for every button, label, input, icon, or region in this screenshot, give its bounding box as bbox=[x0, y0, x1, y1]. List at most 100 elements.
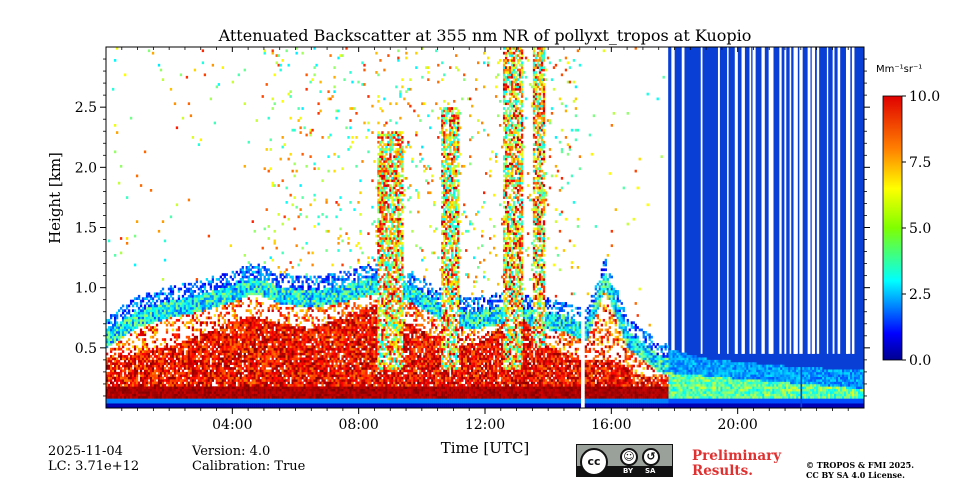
heatmap-cell bbox=[189, 367, 193, 370]
heatmap-cell bbox=[311, 400, 314, 404]
heatmap-cell bbox=[109, 326, 113, 329]
heatmap-cell bbox=[257, 335, 260, 339]
heatmap-cell bbox=[139, 400, 143, 404]
heatmap-cell bbox=[275, 282, 278, 286]
heatmap-cell bbox=[239, 282, 242, 286]
heatmap-cell bbox=[273, 184, 276, 187]
heatmap-cell bbox=[287, 374, 290, 378]
heatmap-cell bbox=[293, 386, 296, 390]
heatmap-cell bbox=[115, 379, 119, 382]
heatmap-cell bbox=[149, 350, 153, 353]
heatmap-cell bbox=[233, 345, 236, 349]
heatmap-cell bbox=[109, 388, 113, 392]
heatmap-cell bbox=[187, 367, 191, 370]
heatmap-cell bbox=[237, 359, 240, 363]
heatmap-cell bbox=[309, 347, 312, 351]
heatmap-cell bbox=[301, 333, 304, 337]
heatmap-cell bbox=[155, 309, 159, 313]
heatmap-cell bbox=[213, 374, 217, 378]
heatmap-cell bbox=[163, 398, 167, 402]
heatmap-cell bbox=[249, 352, 252, 356]
heatmap-cell bbox=[193, 371, 197, 375]
heatmap-cell bbox=[187, 294, 191, 298]
heatmap-cell bbox=[289, 362, 292, 365]
heatmap-cell bbox=[301, 359, 304, 363]
heatmap-cell bbox=[195, 374, 199, 378]
heatmap-cell bbox=[253, 371, 256, 375]
heatmap-cell bbox=[151, 393, 155, 397]
heatmap-cell bbox=[251, 369, 254, 373]
heatmap-cell bbox=[279, 273, 282, 276]
heatmap-cell bbox=[249, 393, 252, 397]
heatmap-cell bbox=[106, 403, 109, 406]
heatmap-cell bbox=[269, 369, 272, 373]
heatmap-cell bbox=[289, 371, 292, 375]
heatmap-cell bbox=[125, 405, 129, 408]
heatmap-cell bbox=[245, 330, 248, 334]
heatmap-cell bbox=[287, 347, 290, 351]
heatmap-cell bbox=[189, 302, 193, 305]
heatmap-cell bbox=[317, 405, 320, 408]
heatmap-cell bbox=[303, 376, 306, 380]
heatmap-cell bbox=[169, 403, 173, 406]
heatmap-cell bbox=[315, 362, 318, 365]
heatmap-cell bbox=[317, 215, 320, 219]
heatmap-cell bbox=[261, 391, 264, 394]
heatmap-cell bbox=[171, 350, 175, 353]
heatmap-cell bbox=[313, 388, 316, 392]
heatmap-cell bbox=[201, 299, 205, 303]
heatmap-cell bbox=[257, 381, 260, 385]
heatmap-cell bbox=[257, 364, 260, 368]
heatmap-cell bbox=[269, 326, 272, 329]
heatmap-cell bbox=[106, 359, 109, 363]
heatmap-cell bbox=[329, 54, 332, 57]
heatmap-cell bbox=[197, 400, 201, 404]
heatmap-cell bbox=[309, 381, 312, 385]
heatmap-cell bbox=[267, 376, 270, 380]
heatmap-cell bbox=[289, 152, 292, 156]
heatmap-cell bbox=[273, 304, 276, 308]
heatmap-cell bbox=[137, 403, 141, 406]
heatmap-cell bbox=[115, 131, 119, 134]
heatmap-cell bbox=[177, 369, 181, 373]
heatmap-cell bbox=[111, 405, 115, 408]
noise-gap bbox=[845, 47, 849, 354]
heatmap-cell bbox=[243, 355, 246, 358]
heatmap-cell bbox=[281, 292, 284, 296]
heatmap-cell bbox=[277, 338, 280, 341]
heatmap-cell bbox=[271, 350, 274, 353]
heatmap-cell bbox=[271, 285, 274, 288]
heatmap-cell bbox=[211, 352, 215, 356]
heatmap-cell bbox=[281, 287, 284, 291]
heatmap-cell bbox=[141, 355, 145, 358]
heatmap-cell bbox=[123, 73, 127, 77]
heatmap-cell bbox=[169, 391, 173, 394]
heatmap-cell bbox=[329, 321, 332, 325]
heatmap-cell bbox=[135, 311, 139, 315]
heatmap-cell bbox=[325, 345, 328, 349]
heatmap-cell bbox=[231, 80, 234, 84]
heatmap-cell bbox=[173, 335, 177, 339]
heatmap-cell bbox=[203, 345, 207, 349]
heatmap-cell bbox=[277, 386, 280, 390]
heatmap-cell bbox=[207, 316, 211, 320]
heatmap-cell bbox=[271, 343, 274, 346]
heatmap-cell bbox=[237, 403, 240, 406]
heatmap-cell bbox=[175, 314, 179, 317]
heatmap-cell bbox=[255, 119, 258, 122]
heatmap-cell bbox=[277, 282, 280, 286]
heatmap-cell bbox=[271, 97, 274, 101]
heatmap-cell bbox=[267, 352, 270, 356]
heatmap-cell bbox=[321, 136, 324, 139]
heatmap-cell bbox=[331, 376, 334, 380]
heatmap-cell bbox=[215, 340, 219, 344]
heatmap-cell bbox=[195, 347, 199, 351]
heatmap-cell bbox=[289, 275, 292, 279]
heatmap-cell bbox=[283, 299, 286, 303]
heatmap-cell bbox=[153, 386, 157, 390]
heatmap-cell bbox=[135, 314, 139, 317]
heatmap-cell bbox=[329, 379, 332, 382]
heatmap-cell bbox=[185, 367, 189, 370]
heatmap-cell bbox=[143, 321, 147, 325]
